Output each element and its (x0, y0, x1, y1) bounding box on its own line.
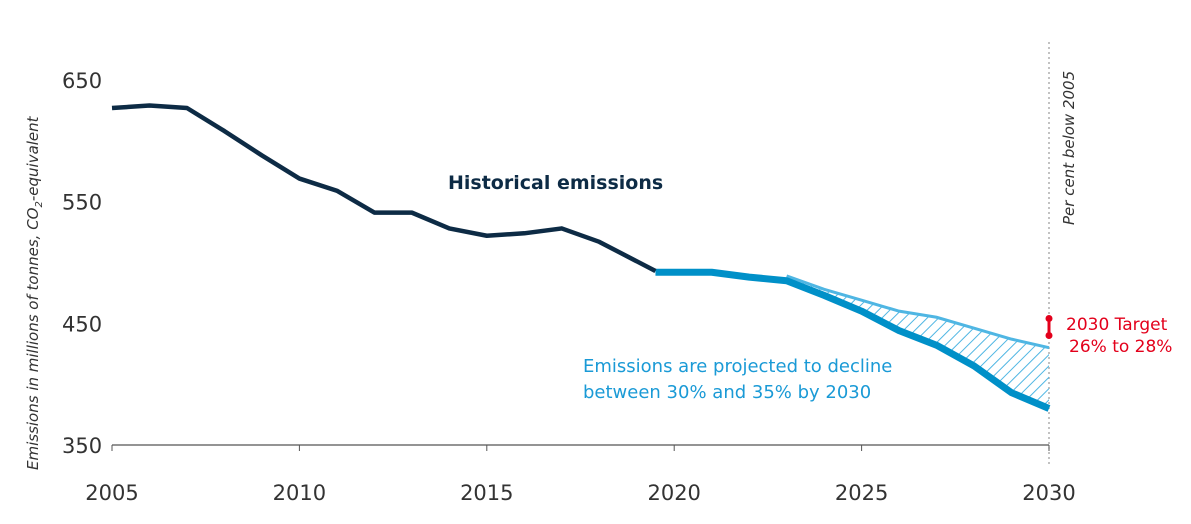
target-low-marker (1045, 332, 1053, 339)
marks (111, 103, 1053, 412)
historical-label: Historical emissions (448, 172, 663, 194)
x-tick-label: 2005 (85, 481, 138, 505)
target-high-marker (1045, 314, 1053, 322)
projection-label-line1: Emissions are projected to decline (583, 356, 892, 377)
y-axis-label: Emissions in millions of tonnes, CO2-equ… (24, 115, 45, 470)
y-tick-label: 350 (62, 434, 102, 458)
y-tick-label: 650 (62, 69, 102, 93)
target-label-line1: 2030 Target (1066, 315, 1168, 335)
y-tick-label: 550 (62, 191, 102, 215)
projection-label-line2: between 30% and 35% by 2030 (583, 382, 871, 403)
historical-emissions-line (111, 103, 657, 274)
target-label-line2: 26% to 28% (1069, 337, 1172, 357)
x-tick-label: 2015 (460, 481, 513, 505)
upper-projection-line (786, 274, 1050, 350)
x-tick-label: 2025 (835, 481, 888, 505)
x-tick-label: 2030 (1022, 481, 1075, 505)
axes: 2005 2010 2015 2020 2025 2030 350 450 550 650 (62, 42, 1076, 505)
x-tick-label: 2020 (647, 481, 700, 505)
right-axis-label: Per cent below 2005 (1060, 71, 1078, 225)
y-tick-label: 450 (62, 312, 102, 336)
lower-projection-line (655, 268, 1051, 412)
x-tick-label: 2010 (273, 481, 326, 505)
